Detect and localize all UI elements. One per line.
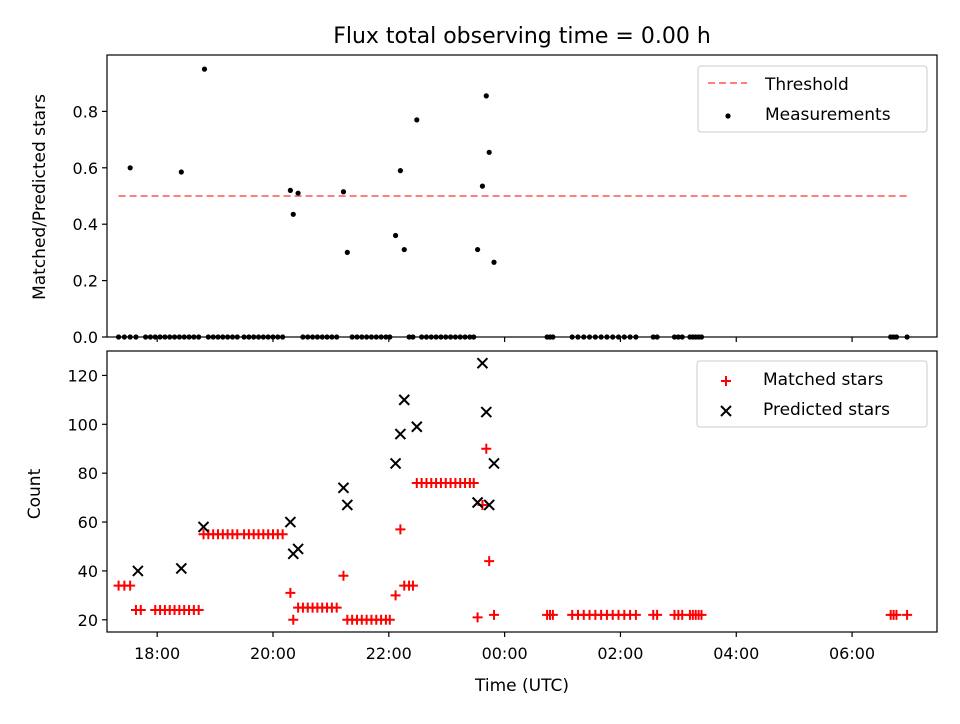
measurement-point xyxy=(287,187,293,193)
measurement-point xyxy=(475,246,481,253)
predicted-star-marker xyxy=(411,421,423,433)
top-y-tick-label: 0.6 xyxy=(73,159,98,178)
measurement-point xyxy=(486,149,492,155)
predicted-star-marker xyxy=(132,565,144,577)
measurement-point xyxy=(401,246,407,253)
matched-star-marker xyxy=(472,612,483,623)
matched-star-marker xyxy=(338,570,349,581)
predicted-star-marker xyxy=(488,457,500,470)
matched-star-marker xyxy=(547,609,558,620)
x-tick-label: 00:00 xyxy=(482,644,528,663)
matched-star-marker xyxy=(630,609,641,620)
x-tick-label: 04:00 xyxy=(713,644,759,663)
matched-star-marker xyxy=(652,609,663,620)
legend-predicted-swatch xyxy=(720,405,732,417)
matched-star-marker xyxy=(384,614,395,625)
legend-matched-label: Matched stars xyxy=(763,370,883,390)
top-y-tick-label: 0.4 xyxy=(73,215,98,234)
bottom-y-tick-label: 20 xyxy=(78,611,98,630)
matched-star-marker xyxy=(390,590,401,601)
measurement-point xyxy=(397,168,403,174)
measurement-point xyxy=(479,183,486,189)
bottom-y-tick-label: 40 xyxy=(78,562,98,581)
predicted-star-marker xyxy=(483,499,495,511)
legend-threshold-label: Threshold xyxy=(764,75,849,95)
measurement-point xyxy=(290,211,296,217)
predicted-star-marker xyxy=(394,428,407,440)
matched-star-marker xyxy=(468,477,479,488)
matched-star-marker xyxy=(395,524,406,535)
matched-star-marker xyxy=(489,609,500,620)
predicted-star-marker xyxy=(175,562,188,575)
measurement-point xyxy=(414,117,420,123)
bottom-y-tick-label: 60 xyxy=(78,513,98,532)
matched-star-marker xyxy=(696,609,707,620)
top-panel: 0.0 0.2 0.4 0.6 0.8 Threshold Measurements xyxy=(73,54,938,347)
top-y-tick-label: 0.8 xyxy=(73,102,98,121)
legend-measurements-swatch xyxy=(725,113,731,119)
predicted-star-marker xyxy=(480,406,492,418)
matched-star-marker xyxy=(193,605,204,616)
top-legend: Threshold Measurements xyxy=(697,65,928,133)
matched-star-marker xyxy=(902,609,913,620)
measurement-point xyxy=(178,169,184,175)
x-tick-label: 22:00 xyxy=(366,644,412,663)
predicted-star-marker xyxy=(341,499,354,511)
predicted-star-marker xyxy=(197,521,210,533)
predicted-star-marker xyxy=(337,482,350,494)
predicted-star-marker xyxy=(476,357,489,369)
bottom-panel: 20 40 60 80 100 120 18:00 20:00 22:00 00:00 02:00 0… xyxy=(67,350,938,663)
measurement-point xyxy=(392,232,399,239)
bottom-y-axis-label: Count xyxy=(25,468,45,519)
measurement-point xyxy=(201,66,208,72)
bottom-y-tick-label: 80 xyxy=(78,464,98,483)
x-tick-label: 06:00 xyxy=(829,644,875,663)
top-y-tick-label: 0.2 xyxy=(73,272,98,291)
measurement-point xyxy=(340,189,347,195)
x-tick-label: 02:00 xyxy=(597,644,643,663)
chart-title: Flux total observing time = 0.00 h xyxy=(333,24,711,49)
measurement-point xyxy=(491,259,497,265)
legend-predicted-label: Predicted stars xyxy=(763,400,890,420)
matched-star-marker xyxy=(288,614,299,625)
matched-star-marker xyxy=(125,580,136,591)
legend-measurements-label: Measurements xyxy=(765,105,891,125)
bottom-legend: Matched stars Predicted stars xyxy=(696,360,928,428)
matched-star-marker xyxy=(277,529,288,540)
bottom-legend-box xyxy=(696,360,928,428)
top-legend-box xyxy=(697,65,928,133)
predicted-star-marker xyxy=(284,516,297,528)
matched-star-marker xyxy=(285,587,296,598)
x-tick-label: 18:00 xyxy=(134,644,180,663)
legend-matched-swatch xyxy=(721,376,731,386)
measurement-point xyxy=(295,190,301,196)
matched-star-marker xyxy=(135,605,146,616)
matched-star-marker xyxy=(481,443,492,454)
measurement-point xyxy=(127,165,133,171)
predicted-star-marker xyxy=(292,543,304,555)
predicted-star-marker xyxy=(398,394,410,406)
x-axis-label: Time (UTC) xyxy=(474,676,569,696)
predicted-star-marker xyxy=(389,457,402,470)
top-y-axis-label: Matched/Predicted stars xyxy=(30,94,50,300)
x-tick-label: 20:00 xyxy=(250,644,296,663)
measurement-point xyxy=(344,249,350,255)
bottom-y-tick-label: 120 xyxy=(67,366,98,385)
top-y-tick-label: 0.0 xyxy=(73,328,98,347)
bottom-axes-frame xyxy=(106,350,938,633)
matched-star-marker xyxy=(331,602,342,613)
measurement-point xyxy=(483,93,489,99)
predicted-star-marker xyxy=(471,496,484,509)
matched-star-marker xyxy=(484,556,495,567)
bottom-y-tick-label: 100 xyxy=(67,415,98,434)
matched-star-marker xyxy=(407,580,418,591)
top-axes-frame xyxy=(106,54,938,338)
matched-star-marker xyxy=(891,609,902,620)
